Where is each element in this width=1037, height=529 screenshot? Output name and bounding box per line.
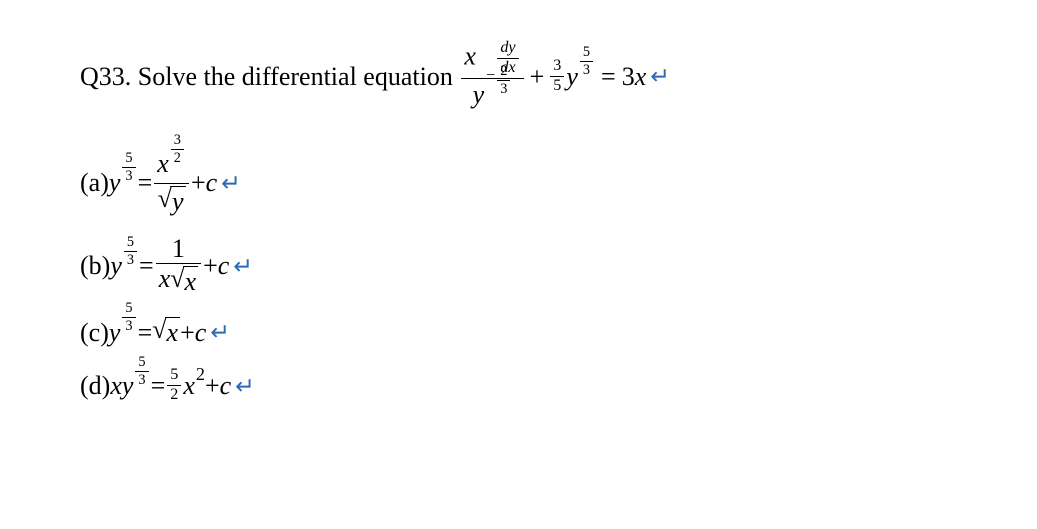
page: Q33. Solve the differential equation x d… bbox=[0, 0, 1037, 529]
return-icon: ↵ bbox=[235, 372, 255, 400]
question-prompt: Solve the differential equation bbox=[138, 61, 453, 92]
option-b: (b) y 5 3 = 1 x √x + c ↵ bbox=[80, 235, 957, 297]
neg-sign: − bbox=[486, 67, 495, 84]
opt-a-plus: + bbox=[191, 167, 206, 198]
num-2: 2 bbox=[497, 64, 510, 81]
opt-d-xx: x bbox=[183, 370, 195, 401]
a-num-x: x bbox=[157, 149, 169, 178]
sqrt-y: √y bbox=[158, 186, 186, 217]
eq-term1-frac: x dy dx y − 2 3 bbox=[461, 40, 523, 113]
opt-b-eq: = bbox=[139, 250, 154, 281]
opt-a-exp: 5 3 bbox=[120, 150, 137, 185]
return-icon: ↵ bbox=[233, 252, 253, 280]
opt-b-plus: + bbox=[203, 250, 218, 281]
opt-c-plus: + bbox=[180, 317, 195, 348]
return-icon: ↵ bbox=[221, 169, 241, 197]
var-y: y bbox=[473, 80, 485, 109]
a-sqrt-y: y bbox=[172, 187, 184, 216]
opt-c-c: c bbox=[195, 317, 207, 348]
rhs-3: 3 bbox=[622, 61, 635, 92]
b-sqrt-x: x bbox=[185, 267, 197, 296]
opt-d-plus: + bbox=[205, 370, 220, 401]
opt-b-exp: 5 3 bbox=[122, 233, 139, 268]
opt-b-c: c bbox=[218, 250, 230, 281]
a-en: 5 bbox=[122, 151, 135, 168]
sqrt-x-b: √x bbox=[170, 266, 198, 297]
b-en: 5 bbox=[124, 235, 137, 252]
num-3: 3 bbox=[550, 58, 564, 77]
coeff-3-5: 3 5 bbox=[550, 58, 564, 95]
opt-c-eq: = bbox=[138, 317, 153, 348]
a-ed: 3 bbox=[122, 168, 135, 184]
opt-b-y: y bbox=[110, 250, 122, 281]
dy: dy bbox=[500, 39, 515, 56]
option-a: (a) y 5 3 = x 3 2 √y bbox=[80, 149, 957, 217]
opt-d-x: x bbox=[110, 370, 122, 401]
opt-c-exp: 5 3 bbox=[120, 299, 137, 334]
opt-d-pow2: 2 bbox=[196, 364, 205, 386]
option-d: (d) xy 5 3 = 5 2 x2 + c ↵ bbox=[80, 367, 957, 404]
c-ed: 3 bbox=[122, 318, 135, 334]
b-num-1: 1 bbox=[156, 235, 201, 264]
opt-d-c: c bbox=[220, 370, 232, 401]
den-3b: 3 bbox=[580, 62, 593, 78]
opt-c-y: y bbox=[109, 317, 121, 348]
c-sqrt-x: x bbox=[167, 318, 179, 347]
opt-d-eq: = bbox=[151, 370, 166, 401]
opt-a-y: y bbox=[109, 167, 121, 198]
question-content: Q33. Solve the differential equation x d… bbox=[80, 40, 957, 113]
d-cd: 2 bbox=[167, 386, 181, 404]
den-3: 3 bbox=[497, 81, 510, 97]
d-cn: 5 bbox=[167, 367, 181, 386]
c-en: 5 bbox=[122, 301, 135, 318]
return-icon: ↵ bbox=[650, 62, 670, 90]
d-ed: 3 bbox=[135, 372, 148, 388]
option-c-label: (c) bbox=[80, 317, 109, 348]
opt-b-frac: 1 x √x bbox=[156, 235, 201, 297]
return-icon: ↵ bbox=[210, 318, 230, 346]
option-a-label: (a) bbox=[80, 167, 109, 198]
option-c: (c) y 5 3 = √x + c ↵ bbox=[80, 315, 957, 350]
equals-sign: = bbox=[601, 61, 616, 92]
opt-a-eq: = bbox=[138, 167, 153, 198]
question-line: Q33. Solve the differential equation x d… bbox=[80, 40, 957, 113]
den-5: 5 bbox=[550, 77, 564, 95]
sqrt-x-c: √x bbox=[152, 317, 180, 348]
a-ned: 2 bbox=[171, 150, 184, 166]
opt-d-exp: 5 3 bbox=[133, 353, 150, 388]
b-ed: 3 bbox=[124, 252, 137, 268]
plus-1: + bbox=[530, 61, 545, 92]
a-nen: 3 bbox=[171, 133, 184, 150]
option-d-label: (d) bbox=[80, 370, 110, 401]
option-b-label: (b) bbox=[80, 250, 110, 281]
num-5: 5 bbox=[580, 45, 593, 62]
exp-5-3-q: 5 3 bbox=[578, 44, 595, 79]
d-en: 5 bbox=[135, 355, 148, 372]
opt-a-c: c bbox=[206, 167, 218, 198]
var-x: x bbox=[464, 41, 476, 70]
y-term2: y bbox=[566, 61, 578, 92]
question-label: Q33. bbox=[80, 61, 131, 92]
exp-neg-2-3: − 2 3 bbox=[486, 64, 512, 97]
opt-d-y: y bbox=[122, 370, 134, 401]
opt-d-coeff: 5 2 bbox=[167, 367, 181, 404]
opt-a-frac: x 3 2 √y bbox=[154, 149, 189, 217]
b-den-x: x bbox=[159, 264, 171, 293]
rhs-x: x bbox=[635, 61, 647, 92]
